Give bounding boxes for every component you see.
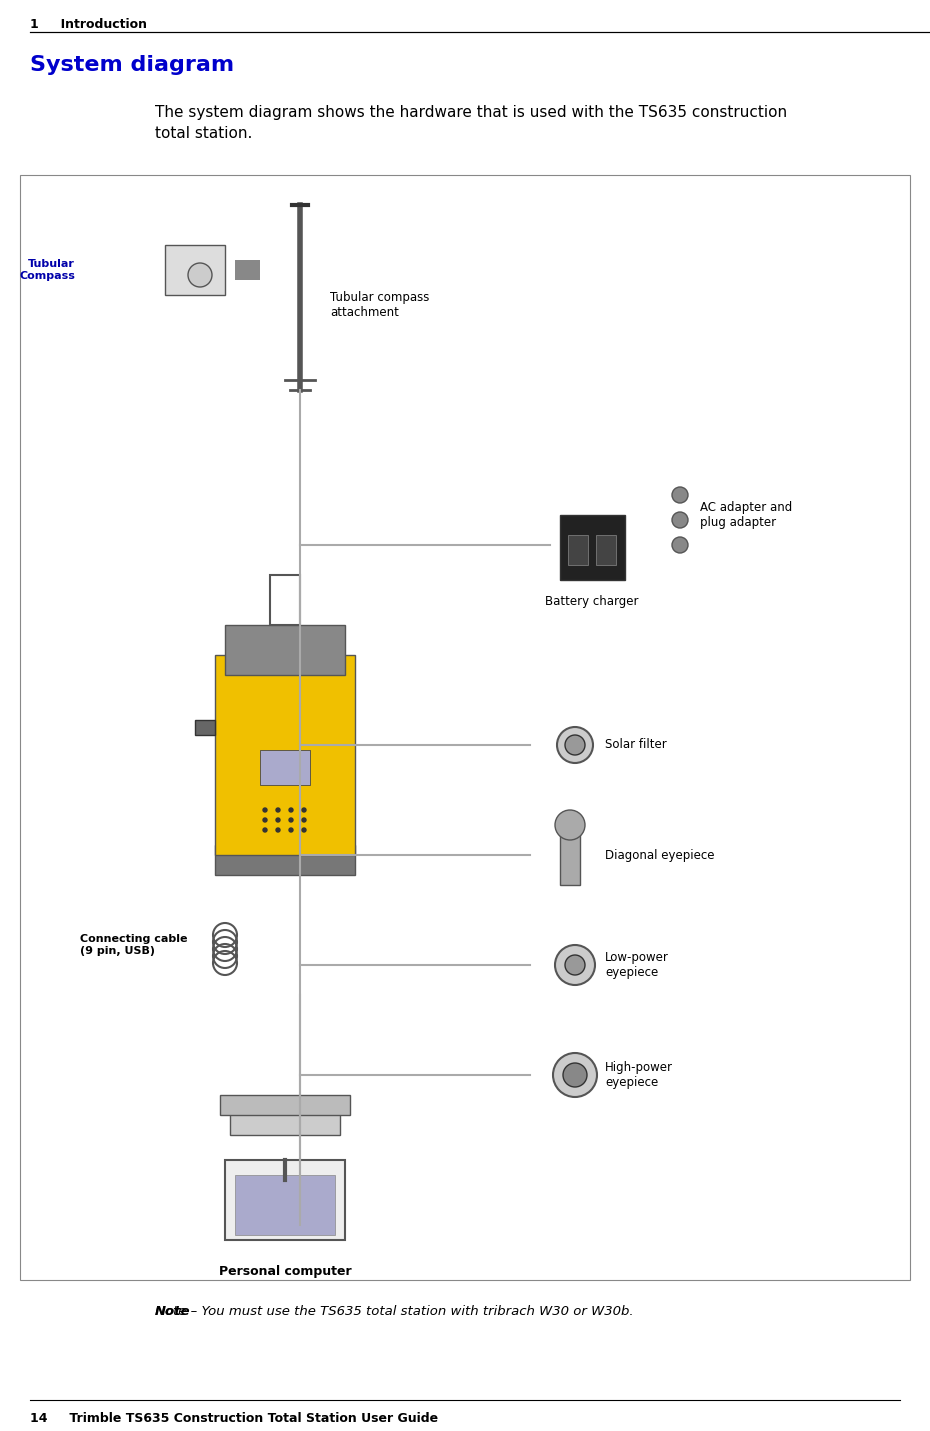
Bar (215, 844, 355, 874)
Bar (260, 750, 310, 786)
Text: System diagram: System diagram (30, 54, 234, 74)
Bar (225, 1161, 345, 1241)
Circle shape (289, 819, 293, 821)
Bar (235, 1175, 335, 1235)
Circle shape (563, 1063, 587, 1088)
Bar (215, 655, 355, 854)
Circle shape (557, 727, 593, 763)
Bar (596, 535, 616, 565)
Text: Low-power
eyepiece: Low-power eyepiece (605, 952, 669, 979)
Text: Note – You must use the TS635 total station with tribrach W30 or W30b.: Note – You must use the TS635 total stat… (155, 1305, 633, 1318)
Text: Tubular
Compass: Tubular Compass (20, 259, 75, 280)
Bar (165, 245, 225, 295)
Text: Connecting cable
(9 pin, USB): Connecting cable (9 pin, USB) (80, 934, 188, 956)
Circle shape (302, 809, 306, 811)
Circle shape (555, 944, 595, 985)
Text: Solar filter: Solar filter (605, 738, 667, 751)
Circle shape (276, 819, 280, 821)
Text: Note: Note (155, 1305, 191, 1318)
Circle shape (289, 809, 293, 811)
Bar (235, 260, 260, 280)
Circle shape (289, 829, 293, 831)
Text: Personal computer: Personal computer (219, 1265, 352, 1278)
Circle shape (565, 736, 585, 756)
Circle shape (302, 829, 306, 831)
Circle shape (276, 829, 280, 831)
Circle shape (263, 829, 267, 831)
Text: 1     Introduction: 1 Introduction (30, 19, 147, 31)
Circle shape (263, 819, 267, 821)
Bar (560, 515, 625, 580)
Circle shape (263, 809, 267, 811)
Bar (270, 575, 300, 625)
Circle shape (672, 512, 688, 528)
Text: Diagonal eyepiece: Diagonal eyepiece (605, 849, 714, 861)
Bar (20, 175, 910, 1279)
Bar (568, 535, 588, 565)
Circle shape (672, 537, 688, 552)
Bar (225, 625, 345, 675)
Circle shape (672, 487, 688, 504)
Text: Battery charger: Battery charger (545, 595, 639, 608)
Text: 14     Trimble TS635 Construction Total Station User Guide: 14 Trimble TS635 Construction Total Stat… (30, 1412, 438, 1425)
Circle shape (553, 1053, 597, 1098)
Circle shape (302, 819, 306, 821)
Circle shape (188, 263, 212, 288)
Bar (220, 1095, 350, 1115)
Text: High-power
eyepiece: High-power eyepiece (605, 1060, 673, 1089)
Text: The system diagram shows the hardware that is used with the TS635 construction
t: The system diagram shows the hardware th… (155, 104, 787, 142)
Circle shape (276, 809, 280, 811)
Circle shape (555, 810, 585, 840)
Bar (230, 1110, 340, 1135)
Bar (195, 720, 215, 736)
Bar (560, 830, 580, 884)
Text: AC adapter and
plug adapter: AC adapter and plug adapter (700, 501, 792, 529)
Circle shape (565, 954, 585, 975)
Text: Tubular compass
attachment: Tubular compass attachment (330, 290, 430, 319)
